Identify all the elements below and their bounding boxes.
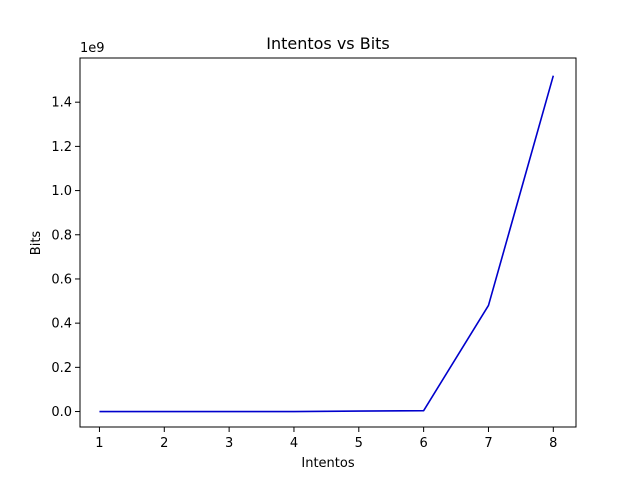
y-tick-label: 0.4 <box>51 317 72 332</box>
x-axis-label: Intentos <box>301 456 354 471</box>
x-tick-label: 3 <box>225 436 233 451</box>
y-axis-label: Bits <box>29 231 44 256</box>
plot-frame <box>79 57 577 428</box>
x-tick-label: 5 <box>355 436 363 451</box>
y-tick-label: 0.8 <box>51 228 72 243</box>
x-tick-label: 1 <box>95 436 103 451</box>
x-axis: 1 2 3 4 5 6 7 8 <box>95 427 557 451</box>
y-axis: 0.0 0.2 0.4 0.6 0.8 1.0 1.2 1.4 <box>51 96 80 420</box>
series-line <box>99 75 555 413</box>
plot-area <box>79 57 577 428</box>
y-tick-label: 0.2 <box>51 361 72 376</box>
x-tick-label: 8 <box>549 436 557 451</box>
series-layer <box>99 75 555 413</box>
x-tick-label: 6 <box>419 436 427 451</box>
y-tick-label: 1.4 <box>51 96 72 111</box>
chart-title: Intentos vs Bits <box>266 34 390 53</box>
y-tick-label: 0.6 <box>51 272 72 287</box>
x-tick-label: 7 <box>484 436 492 451</box>
x-tick-label: 2 <box>160 436 168 451</box>
y-tick-label: 0.0 <box>51 405 72 420</box>
x-tick-label: 4 <box>290 436 298 451</box>
y-tick-label: 1.2 <box>51 140 72 155</box>
y-offset-label: 1e9 <box>80 41 105 56</box>
y-tick-label: 1.0 <box>51 184 72 199</box>
